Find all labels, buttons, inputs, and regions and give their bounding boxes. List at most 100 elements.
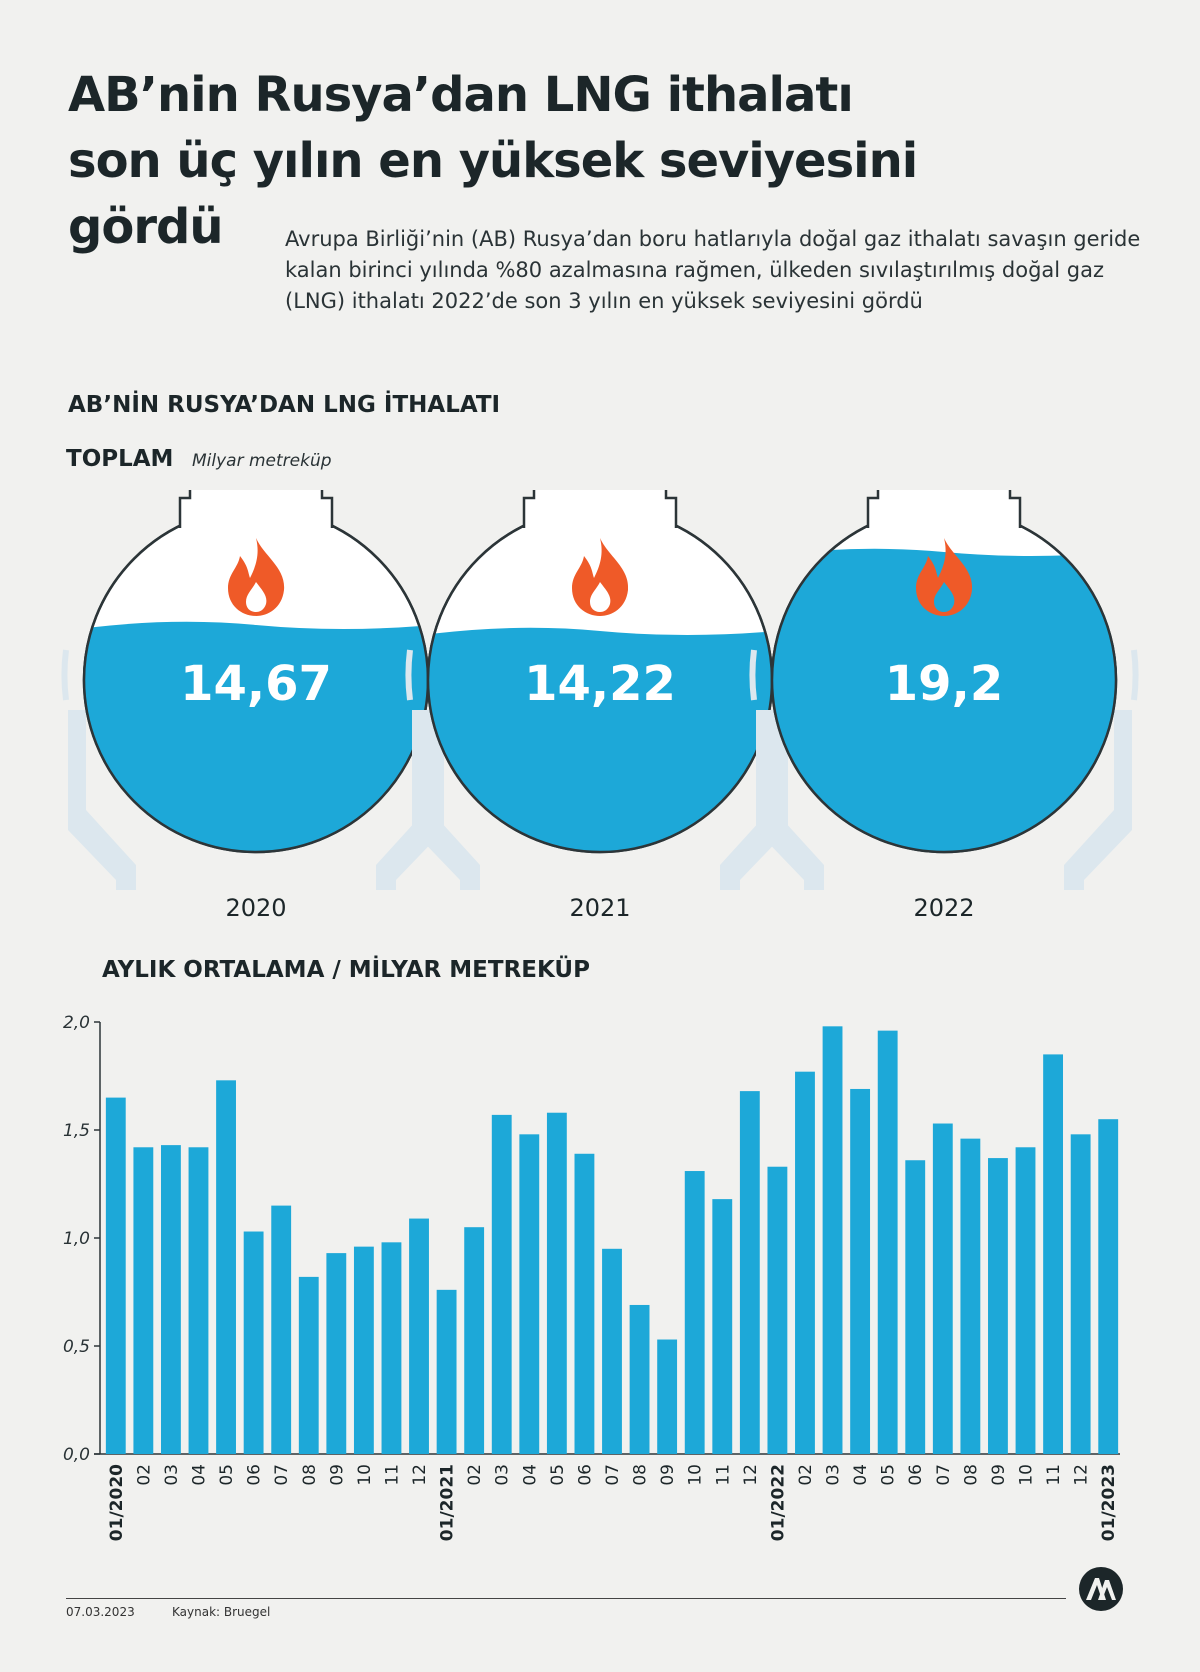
y-tick-label: 2,0	[63, 1013, 90, 1033]
y-tick-label: 1,5	[63, 1121, 90, 1141]
bar	[712, 1199, 733, 1454]
bar	[491, 1114, 512, 1454]
bar	[629, 1304, 650, 1454]
x-tick-label: 02	[796, 1464, 816, 1486]
x-tick-label: 08	[961, 1464, 981, 1486]
title-line-2: son üç yılın en yüksek seviyesini	[68, 133, 918, 189]
bar	[850, 1088, 871, 1454]
footer-date: 07.03.2023	[66, 1605, 135, 1619]
x-tick-label: 06	[245, 1464, 265, 1486]
bar	[932, 1123, 953, 1454]
x-tick-label: 10	[355, 1464, 375, 1486]
bar	[739, 1091, 760, 1454]
title-line-1: AB’nin Rusya’dan LNG ithalatı	[68, 67, 854, 123]
tank-chart: 14,67 14,22 19,2	[61, 490, 1139, 890]
section1-sub: TOPLAM	[66, 446, 174, 472]
x-tick-label: 03	[824, 1464, 844, 1486]
bar	[188, 1147, 209, 1454]
bar	[409, 1218, 429, 1454]
x-tick-label: 09	[658, 1464, 678, 1486]
tank-water	[84, 621, 428, 852]
year-label: 2022	[913, 894, 975, 922]
section1-title: AB’NİN RUSYA’DAN LNG İTHALATI	[68, 392, 501, 418]
x-tick-label: 01/2023	[1099, 1464, 1119, 1541]
x-tick-label: 05	[879, 1464, 899, 1486]
x-tick-label: 11	[382, 1464, 402, 1486]
tank-2021: 14,22	[405, 490, 795, 890]
year-label: 2020	[225, 894, 287, 922]
bar	[381, 1242, 402, 1454]
x-tick-label: 04	[520, 1464, 540, 1486]
tank-2020: 14,67	[61, 490, 451, 890]
tank-cap	[178, 490, 334, 528]
x-tick-label: 05	[548, 1464, 568, 1486]
bar	[133, 1147, 154, 1454]
aa-logo-icon	[1079, 1567, 1123, 1611]
x-tick-label: 03	[162, 1464, 182, 1486]
footer-divider	[66, 1598, 1066, 1599]
x-tick-label: 07	[603, 1464, 623, 1486]
tank-side-arc	[1131, 649, 1139, 701]
x-tick-label: 08	[300, 1464, 320, 1486]
tank-2022: 19,2	[749, 490, 1139, 890]
x-tick-label: 07	[272, 1464, 292, 1486]
x-tick-label: 12	[1072, 1464, 1092, 1486]
tank-cap	[522, 490, 678, 528]
x-tick-label: 11	[713, 1464, 733, 1486]
x-tick-label: 12	[410, 1464, 430, 1486]
bar	[546, 1112, 567, 1454]
x-tick-label: 02	[134, 1464, 154, 1486]
bar	[602, 1248, 622, 1454]
subtitle: Avrupa Birliği’nin (AB) Rusya’dan boru h…	[285, 227, 1141, 313]
year-label: 2021	[569, 894, 631, 922]
x-tick-label: 06	[906, 1464, 926, 1486]
bar	[767, 1166, 788, 1454]
x-tick-label: 05	[217, 1464, 237, 1486]
x-tick-label: 06	[575, 1464, 595, 1486]
bar	[519, 1134, 540, 1454]
monthly-bar-chart: 0,0 0,5 1,0 1,5 2,0 01/2020 02 03 04 05 06 07 08 09 10…	[63, 1013, 1120, 1541]
tank-value-label: 14,67	[180, 656, 332, 712]
bar	[436, 1289, 457, 1454]
x-tick-label: 09	[327, 1464, 347, 1486]
y-tick-label: 0,0	[63, 1445, 90, 1465]
x-tick-label: 04	[189, 1464, 209, 1486]
bar	[464, 1227, 485, 1454]
bar	[216, 1080, 236, 1454]
x-tick-label: 01/2022	[768, 1464, 788, 1541]
bar	[271, 1205, 292, 1454]
tank-value-label: 19,2	[885, 656, 1003, 712]
tank-value-label: 14,22	[524, 656, 676, 712]
bar	[326, 1253, 347, 1454]
y-tick-label: 1,0	[63, 1229, 90, 1249]
x-tick-label: 12	[741, 1464, 761, 1486]
bar	[877, 1030, 898, 1454]
bar	[960, 1138, 981, 1454]
flame-icon	[572, 538, 629, 616]
y-tick-label: 0,5	[63, 1337, 90, 1357]
tank-cap	[866, 490, 1022, 528]
bar	[1015, 1147, 1036, 1454]
x-tick-label: 08	[631, 1464, 651, 1486]
bar	[905, 1160, 926, 1454]
flame-icon	[916, 538, 973, 616]
x-tick-label: 07	[934, 1464, 954, 1486]
page-title: AB’nin Rusya’dan LNG ithalatı son üç yıl…	[68, 62, 968, 260]
section1-unit: Milyar metreküp	[192, 451, 332, 471]
bar	[1043, 1054, 1064, 1454]
x-tick-label: 10	[686, 1464, 706, 1486]
bar	[795, 1071, 815, 1454]
x-tick-label: 04	[851, 1464, 871, 1486]
section2-title: AYLIK ORTALAMA / MİLYAR METREKÜP	[102, 957, 590, 983]
bar	[243, 1231, 264, 1454]
footer-source: Kaynak: Bruegel	[172, 1605, 271, 1619]
x-tick-label: 02	[465, 1464, 485, 1486]
bar	[298, 1276, 319, 1454]
bar	[988, 1158, 1008, 1454]
flame-icon	[228, 538, 285, 616]
title-line-3: gördü	[68, 199, 224, 255]
bar	[1070, 1134, 1091, 1454]
bar	[353, 1246, 374, 1454]
bar	[657, 1339, 678, 1454]
x-tick-label: 11	[1044, 1464, 1064, 1486]
